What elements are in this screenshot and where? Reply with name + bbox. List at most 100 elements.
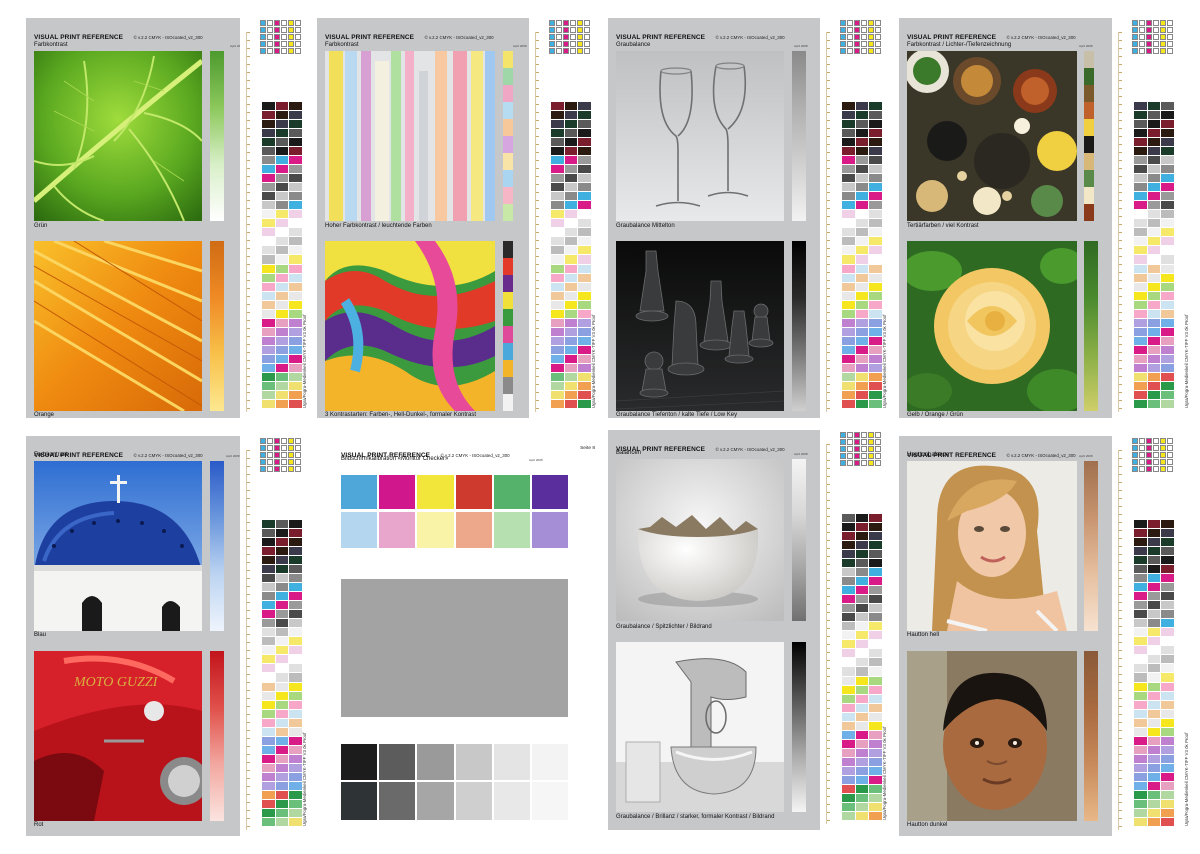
wedge-patch <box>1134 817 1147 826</box>
ruler-tick <box>827 208 830 209</box>
wedge-patch <box>275 781 289 790</box>
wedge-patch <box>289 381 302 390</box>
wedge-patch <box>842 811 855 820</box>
wedge-patch <box>289 264 302 273</box>
ruler-tick <box>536 336 539 337</box>
wedge-patch <box>578 102 591 111</box>
wedge-patch <box>855 399 869 408</box>
wedge-patch <box>289 174 302 183</box>
media-wedge-color-grid <box>1134 520 1174 826</box>
wedge-patch <box>289 120 302 129</box>
wedge-patch <box>578 354 591 363</box>
wedge-patch <box>842 595 855 604</box>
wedge-patch <box>1147 273 1161 282</box>
wedge-patch <box>1134 538 1147 547</box>
ruler-tick <box>827 352 830 353</box>
ruler-tick <box>247 216 250 217</box>
ruler-tick <box>827 152 830 153</box>
wedge-patch <box>262 138 275 147</box>
tone-bar-green <box>210 51 224 221</box>
wedge-patch <box>842 739 855 748</box>
ruler-tick <box>1119 256 1122 257</box>
brand-title: VISUAL PRINT REFERENCE <box>34 34 124 41</box>
ruler-tick <box>1119 458 1122 459</box>
section-title: Farbkontrast <box>325 42 359 48</box>
wedge-patch <box>1147 102 1161 111</box>
wedge-patch <box>869 201 882 210</box>
control-chart-cell <box>868 27 874 33</box>
control-chart-cell <box>288 452 294 458</box>
wedge-patch <box>262 354 275 363</box>
control-chart-cell <box>1153 466 1159 472</box>
wedge-patch <box>289 583 302 592</box>
wedge-patch <box>289 727 302 736</box>
control-chart-cell <box>1132 48 1138 54</box>
wedge-patch <box>1161 718 1174 727</box>
control-chart-cell <box>875 20 881 26</box>
wedge-patch <box>1134 363 1147 372</box>
caption-bottom: Rot <box>34 822 44 828</box>
wedge-patch <box>855 631 869 640</box>
ruler-tick <box>247 562 250 563</box>
ruler-tick <box>247 722 250 723</box>
wedge-patch <box>275 183 289 192</box>
wedge-patch <box>855 318 869 327</box>
wedge-patch <box>289 219 302 228</box>
wedge-patch <box>275 336 289 345</box>
brand-title: VISUAL PRINT REFERENCE <box>616 34 706 41</box>
wedge-patch <box>1161 529 1174 538</box>
page-8: VISUAL PRINT REFERENCE © v.2.2 CMYK - IS… <box>317 436 595 836</box>
wedge-patch <box>1161 327 1174 336</box>
wedge-patch <box>869 102 882 111</box>
ruler-tick <box>247 826 250 827</box>
control-chart-cell <box>281 27 287 33</box>
ruler-tick <box>827 508 830 509</box>
ruler-tick <box>827 588 830 589</box>
wedge-patch <box>275 390 289 399</box>
wedge-patch <box>1134 147 1147 156</box>
ruler-tick <box>827 532 830 533</box>
control-chart-cell <box>840 446 846 452</box>
wedge-patch <box>262 538 275 547</box>
control-chart-cell <box>260 466 266 472</box>
wedge-patch <box>275 655 289 664</box>
control-chart-cell <box>267 20 273 26</box>
vertical-note: Ugra/Fogra-Medienkeil CMYK-TIFF V3 ök Pr… <box>882 314 887 408</box>
control-chart-cell <box>288 41 294 47</box>
wedge-patch <box>275 345 289 354</box>
wedge-patch <box>869 640 882 649</box>
wedge-patch <box>275 300 289 309</box>
ruler-tick <box>827 144 830 145</box>
control-chart-cell <box>1153 20 1159 26</box>
ruler-tick <box>827 176 830 177</box>
wedge-patch <box>275 547 289 556</box>
wedge-patch <box>289 673 302 682</box>
caption-bottom: Graubalance Tiefenton / kalte Tiefe / Lo… <box>616 412 738 418</box>
ruler-tick <box>827 540 830 541</box>
wedge-patch <box>1161 781 1174 790</box>
wedge-patch <box>262 174 275 183</box>
wedge-patch <box>1161 709 1174 718</box>
ruler-tick <box>1119 538 1122 539</box>
wedge-patch <box>1147 754 1161 763</box>
wedge-patch <box>578 282 591 291</box>
ruler-tick <box>247 312 250 313</box>
wedge-patch <box>1147 300 1161 309</box>
ruler-tick <box>827 288 830 289</box>
wedge-patch <box>869 748 882 757</box>
wedge-patch <box>564 138 578 147</box>
wedge-patch <box>1134 165 1147 174</box>
wedge-patch <box>262 601 275 610</box>
ruler-tick <box>247 786 250 787</box>
wedge-patch <box>275 529 289 538</box>
control-chart-cell <box>840 27 846 33</box>
ruler-tick <box>247 96 250 97</box>
wedge-patch <box>578 363 591 372</box>
wedge-patch <box>275 255 289 264</box>
wedge-patch <box>564 219 578 228</box>
control-chart-cell <box>1160 452 1166 458</box>
wedge-patch <box>1147 174 1161 183</box>
ruler-tick <box>536 176 539 177</box>
ruler-tick <box>827 312 830 313</box>
brand-title: VISUAL PRINT REFERENCE <box>616 446 706 453</box>
